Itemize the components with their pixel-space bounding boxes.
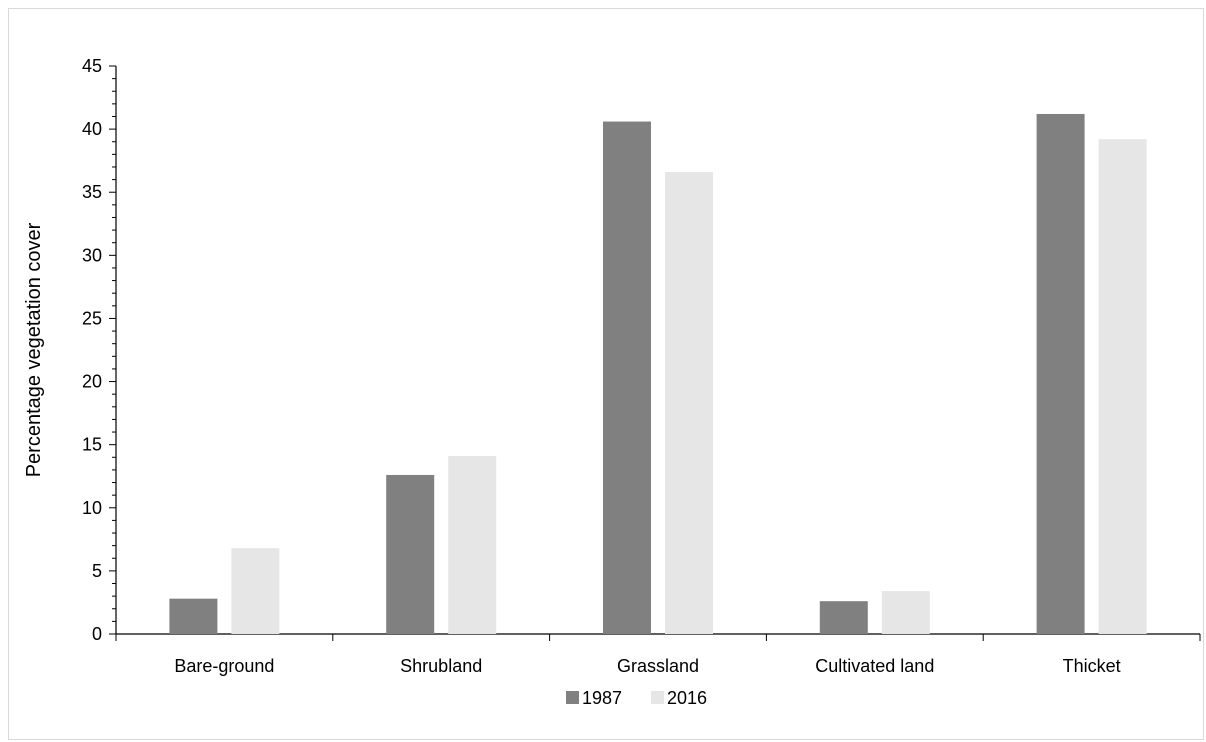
y-tick-label: 10 xyxy=(82,498,102,518)
legend-swatch-1987 xyxy=(566,691,579,704)
bars xyxy=(169,113,1147,634)
axes xyxy=(115,66,1200,635)
bar-1987-thicket xyxy=(1036,113,1085,634)
bar-2016-thicket xyxy=(1098,139,1147,634)
x-tick-label: Grassland xyxy=(617,656,699,676)
y-tick-label: 5 xyxy=(92,561,102,581)
legend-label-2016: 2016 xyxy=(667,688,707,708)
y-ticks: 0 5 10 15 20 25 30 35 40 45 xyxy=(82,56,116,644)
bar-2016-cultivated-land xyxy=(881,591,930,634)
legend: 1987 2016 xyxy=(566,688,707,708)
x-ticks xyxy=(115,634,1201,641)
y-tick-label: 20 xyxy=(82,372,102,392)
x-tick-label: Thicket xyxy=(1063,656,1121,676)
y-tick-label: 25 xyxy=(82,308,102,328)
y-tick-label: 30 xyxy=(82,245,102,265)
y-tick-label: 40 xyxy=(82,119,102,139)
bar-1987-shrubland xyxy=(386,474,435,634)
y-axis-title: Percentage vegetation cover xyxy=(23,222,45,477)
x-tick-label: Cultivated land xyxy=(815,656,934,676)
bar-1987-cultivated-land xyxy=(819,601,868,634)
bar-2016-shrubland xyxy=(448,456,497,634)
bar-2016-grassland xyxy=(665,172,713,634)
x-tick-label: Shrubland xyxy=(400,656,482,676)
y-tick-label: 45 xyxy=(82,56,102,76)
bar-1987-bare-ground xyxy=(169,598,218,634)
x-tick-labels: Bare-ground Shrubland Grassland Cultivated … xyxy=(174,656,1120,676)
bar-1987-grassland xyxy=(603,121,651,634)
y-tick-label: 15 xyxy=(82,435,102,455)
y-tick-label: 0 xyxy=(92,624,102,644)
legend-swatch-2016 xyxy=(651,691,664,704)
bar-2016-bare-ground xyxy=(231,548,280,634)
y-tick-label: 35 xyxy=(82,182,102,202)
legend-label-1987: 1987 xyxy=(582,688,622,708)
x-tick-label: Bare-ground xyxy=(174,656,274,676)
